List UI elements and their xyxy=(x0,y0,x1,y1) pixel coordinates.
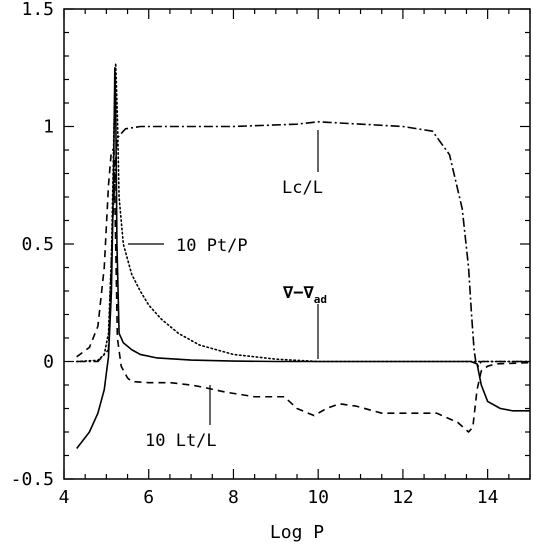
y-tick-label: 0 xyxy=(43,352,54,373)
y-tick-label: 1.5 xyxy=(21,0,54,20)
y-tick-label: 0.5 xyxy=(21,234,54,255)
annotation-pt-label: 10 Pt/P xyxy=(176,236,248,256)
x-tick-label: 14 xyxy=(477,487,499,508)
x-tick-label: 6 xyxy=(143,487,154,508)
x-tick-label: 8 xyxy=(228,487,239,508)
series-lt-line xyxy=(76,149,531,433)
x-tick-label: 4 xyxy=(59,487,70,508)
axis-ticks xyxy=(63,8,531,480)
x-axis-label: Log P xyxy=(270,522,324,543)
annotation-lt-label: 10 Lt/L xyxy=(145,431,217,451)
data-curves xyxy=(75,62,531,449)
annotation-lc-label: Lc/L xyxy=(282,178,323,198)
annotations: Lc/L 10 Pt/P 10 Lt/L ∇−∇ad xyxy=(128,130,327,451)
axis-tick-labels: 4 6 8 10 12 14 -0.5 0 0.5 1 1.5 xyxy=(11,0,499,508)
series-nabla-line xyxy=(76,66,530,449)
series-lc-line xyxy=(76,121,530,367)
y-tick-label: -0.5 xyxy=(11,469,54,490)
x-tick-label: 10 xyxy=(307,487,329,508)
y-tick-label: 1 xyxy=(43,117,54,138)
x-tick-label: 12 xyxy=(392,487,414,508)
series-pt-line xyxy=(75,62,531,363)
annotation-nabla-label: ∇−∇ad xyxy=(282,283,327,306)
